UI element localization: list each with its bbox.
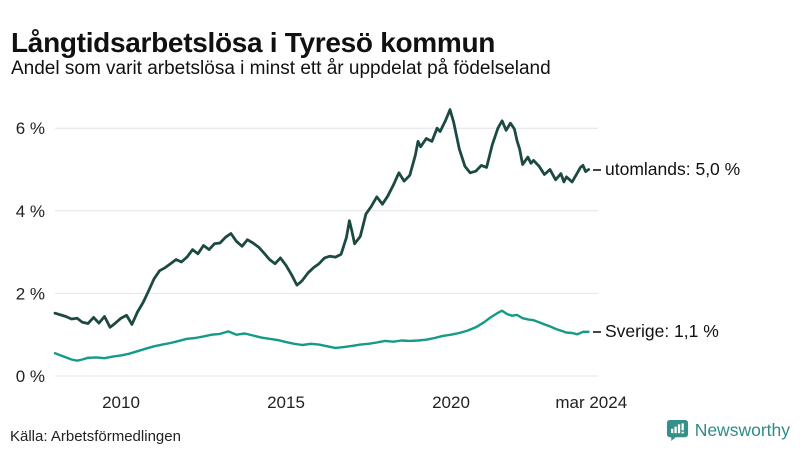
y-tick-label: 6 %	[16, 119, 45, 138]
y-tick-label: 4 %	[16, 202, 45, 221]
newsworthy-logo-icon	[666, 419, 688, 442]
y-tick-label: 2 %	[16, 284, 45, 303]
x-tick-label: 2015	[267, 393, 305, 412]
series-line-Sverige	[53, 309, 590, 362]
label-connector-utomlands	[593, 169, 601, 171]
label-connector-sverige	[593, 331, 601, 333]
series-label-sverige: Sverige: 1,1 %	[605, 321, 719, 341]
x-tick-label: 2010	[102, 393, 140, 412]
chart-subtitle: Andel som varit arbetslösa i minst ett å…	[11, 58, 551, 79]
y-tick-label: 0 %	[16, 367, 45, 386]
newsworthy-brand: Newsworthy	[666, 419, 790, 442]
x-tick-label: mar 2024	[555, 393, 627, 412]
page-title: Långtidsarbetslösa i Tyresö kommun	[11, 26, 496, 58]
x-tick-label: 2020	[432, 393, 470, 412]
source-note: Källa: Arbetsförmedlingen	[10, 428, 181, 445]
series-label-utomlands: utomlands: 5,0 %	[605, 159, 741, 179]
series-line-utomlands	[53, 108, 590, 329]
newsworthy-brand-label: Newsworthy	[694, 420, 790, 440]
